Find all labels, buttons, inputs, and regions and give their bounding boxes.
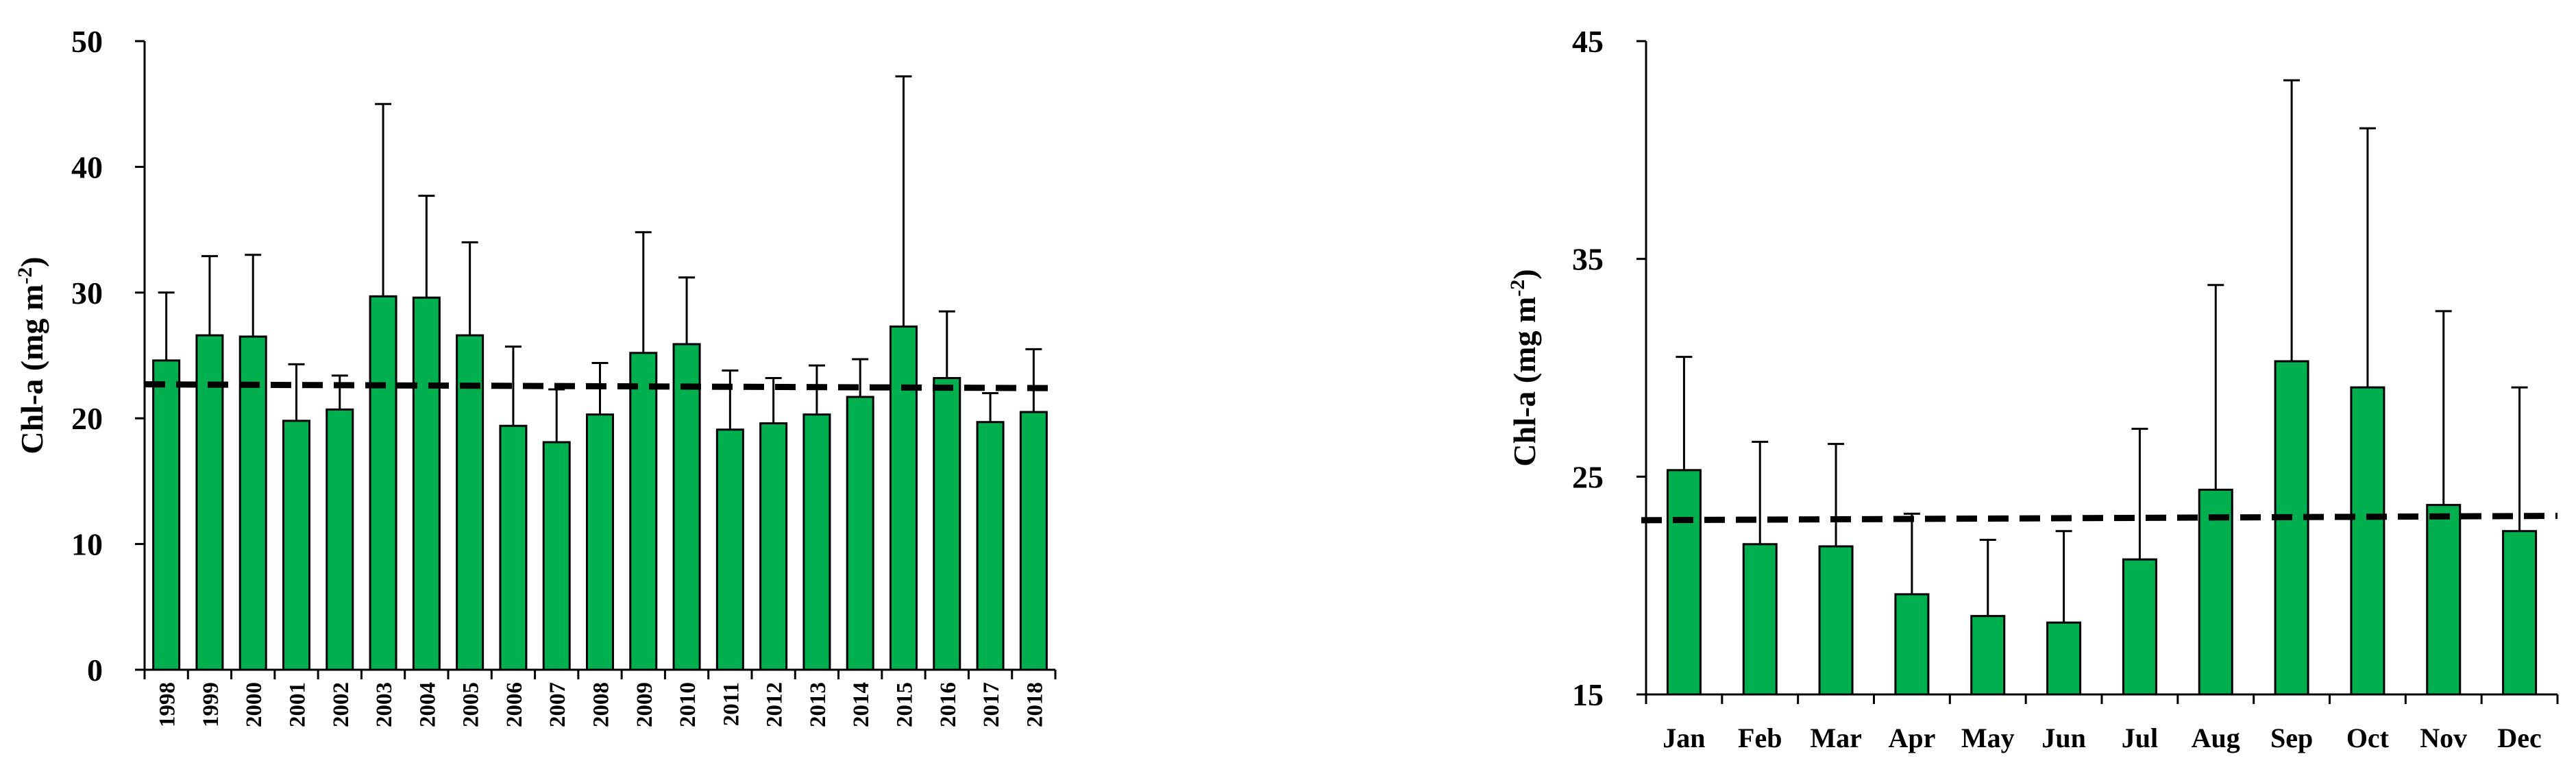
x-tick-label: Apr (1888, 723, 1935, 753)
y-tick-label: 15 (1572, 677, 1604, 712)
bar (2426, 504, 2462, 696)
bar (326, 408, 354, 671)
bar (412, 296, 441, 671)
x-tick-label: 1998 (156, 682, 180, 727)
bar (238, 335, 267, 671)
x-tick-label: Nov (2420, 723, 2467, 753)
bar (1666, 469, 1702, 696)
y-tick-label: 0 (87, 653, 103, 688)
chart-monthly: 15 25 35 45 Chl-a (mg m-2) Jan Feb Mar Apr May Jun… (1506, 24, 2559, 753)
y-tick-label: 25 (1572, 459, 1604, 494)
bar (2198, 488, 2233, 696)
bar (715, 428, 744, 671)
x-tick-label: 2016 (936, 682, 961, 727)
bar (1019, 411, 1048, 671)
x-tick-label: 2005 (459, 682, 484, 727)
x-tick-label: 2006 (502, 682, 527, 727)
x-tick-label: 2002 (329, 682, 354, 727)
x-tick-label: 2001 (286, 682, 310, 727)
bar (2274, 360, 2309, 696)
bar (152, 359, 181, 671)
y-tick-label: 40 (71, 149, 103, 184)
x-tick-label: 2011 (719, 682, 744, 726)
x-tick-label: Oct (2346, 723, 2390, 753)
x-tick-label: 2018 (1022, 682, 1047, 727)
mean-reference-line (144, 381, 1056, 391)
bar (542, 441, 571, 671)
bar (846, 396, 874, 671)
x-tick-label: Sep (2270, 723, 2313, 753)
x-tick-label: 1999 (199, 682, 223, 727)
x-tick-label: Jul (2122, 723, 2158, 753)
y-axis-label: Chl-a (mg m-2) (14, 256, 49, 454)
chart-yearly: 0 10 20 30 40 50 Chl-a (mg m-2) 1998 1999 2000 200… (14, 24, 1057, 727)
bar (759, 422, 788, 671)
x-tick-label: Feb (1738, 723, 1782, 753)
bar (2046, 621, 2082, 696)
bar (629, 352, 658, 671)
bar (1970, 615, 2006, 696)
x-tick-label: Dec (2497, 723, 2541, 753)
y-tick-label: 20 (71, 401, 103, 436)
x-tick-label: Jan (1663, 723, 1705, 753)
x-tick-label: 2010 (676, 682, 700, 727)
x-tick-label: 2008 (589, 682, 614, 727)
bar (499, 424, 528, 671)
y-tick-label: 45 (1572, 24, 1604, 59)
y-axis-label: Chl-a (mg m-2) (1506, 269, 1542, 466)
bar (586, 413, 614, 671)
x-tick-label: 2015 (893, 682, 918, 727)
x-tick-label: 2007 (545, 682, 570, 727)
bar (1894, 593, 1930, 696)
bar (890, 325, 918, 671)
x-tick-label: 2017 (979, 682, 1004, 727)
bar (976, 421, 1005, 671)
y-tick-label: 10 (71, 527, 103, 562)
x-tick-label: Jun (2041, 723, 2086, 753)
bar (1818, 545, 1854, 696)
x-tick-label: 2009 (633, 682, 657, 727)
x-tick-label: Mar (1810, 723, 1862, 753)
bar (672, 343, 701, 671)
x-tick-label: 2004 (415, 682, 440, 727)
bar (195, 334, 224, 671)
y-tick-label: 30 (71, 276, 103, 311)
bar (456, 334, 484, 671)
x-tick-label: 2013 (806, 682, 831, 727)
x-tick-label: 2012 (763, 682, 787, 727)
x-tick-label: 2014 (849, 682, 874, 727)
mean-reference-line (1641, 513, 2558, 524)
y-tick-label: 35 (1572, 242, 1604, 277)
bar (282, 420, 310, 671)
bar (2502, 530, 2538, 696)
bar (2350, 386, 2385, 696)
bar (933, 377, 961, 671)
x-tick-label: 2000 (242, 682, 267, 727)
x-tick-label: 2003 (372, 682, 397, 727)
bar (802, 413, 831, 671)
bar (369, 295, 397, 671)
bar (1742, 543, 1778, 696)
x-tick-label: May (1961, 723, 2015, 753)
x-tick-label: Aug (2192, 723, 2240, 753)
y-tick-label: 50 (71, 24, 103, 59)
bar (2122, 558, 2157, 696)
